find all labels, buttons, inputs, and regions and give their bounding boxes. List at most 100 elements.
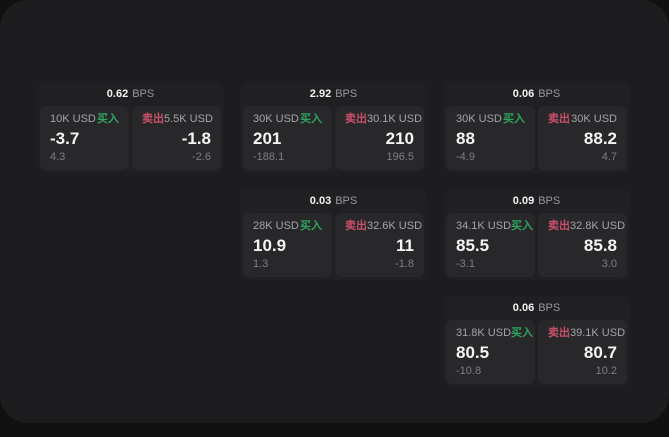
bps-suffix-label: BPS [335, 195, 358, 207]
buy-sub-value: -3.1 [456, 258, 475, 270]
buy-price: 85.5 [456, 236, 490, 255]
card-body: 30K USD 买入 88 -4.9 卖出 30K USD 88.2 4.7 [443, 106, 630, 173]
buy-amount: 34.1K USD [456, 220, 512, 232]
sell-amount: 5.5K USD [164, 113, 213, 125]
bps-value: 0.03 [309, 195, 332, 207]
sell-panel-top-row: 卖出 32.8K USD [548, 220, 625, 233]
sell-side-label: 卖出 [548, 327, 570, 339]
buy-amount: 30K USD [456, 113, 502, 125]
buy-side-label: 买入 [511, 327, 534, 339]
sell-side-label: 卖出 [345, 113, 367, 125]
sell-side-label: 卖出 [548, 113, 570, 125]
bps-value: 0.06 [512, 302, 535, 314]
sell-sub-value: 4.7 [601, 151, 617, 163]
card-header: 2.92 BPS [240, 82, 427, 106]
card-body: 10K USD 买入 -3.7 4.3 卖出 5.5K USD -1.8 -2.… [37, 106, 224, 173]
buy-side-label: 买入 [97, 113, 119, 125]
buy-amount: 31.8K USD [456, 327, 512, 339]
sell-price: 11 [396, 236, 414, 255]
sell-price: 80.7 [583, 343, 617, 362]
buy-amount: 30K USD [253, 113, 299, 125]
sell-amount: 30.1K USD [367, 113, 423, 125]
sell-amount: 30K USD [571, 113, 617, 125]
buy-panel[interactable]: 31.8K USD 买入 80.5 -10.8 [446, 320, 535, 384]
quote-card[interactable]: 0.09 BPS 34.1K USD 买入 85.5 -3.1 卖出 32.8K… [443, 189, 630, 280]
sell-price: -1.8 [181, 129, 211, 148]
sell-side-label: 卖出 [548, 220, 570, 232]
sell-side-label: 卖出 [345, 220, 367, 232]
bps-suffix-label: BPS [538, 195, 561, 207]
sell-panel[interactable]: 卖出 5.5K USD -1.8 -2.6 [132, 106, 221, 170]
sell-panel-top-row: 卖出 30K USD [548, 113, 617, 126]
sell-price: 85.8 [583, 236, 617, 255]
buy-side-label: 买入 [300, 113, 322, 125]
sell-panel[interactable]: 卖出 32.8K USD 85.8 3.0 [538, 213, 627, 277]
bps-suffix-label: BPS [538, 88, 561, 100]
sell-panel-top-row: 卖出 5.5K USD [142, 113, 213, 126]
bps-value: 2.92 [309, 88, 332, 100]
sell-panel-top-row: 卖出 32.6K USD [345, 220, 422, 233]
card-header: 0.06 BPS [443, 82, 630, 106]
bps-value: 0.09 [512, 195, 535, 207]
buy-panel-top-row: 30K USD 买入 [253, 113, 322, 126]
buy-price: -3.7 [50, 129, 80, 148]
sell-sub-value: 10.2 [595, 365, 617, 377]
quote-card[interactable]: 0.06 BPS 30K USD 买入 88 -4.9 卖出 30K USD 8… [443, 82, 630, 173]
buy-sub-value: -188.1 [253, 151, 285, 163]
sell-sub-value: 3.0 [601, 258, 617, 270]
buy-panel[interactable]: 10K USD 买入 -3.7 4.3 [40, 106, 129, 170]
sell-price: 210 [385, 129, 414, 148]
sell-panel[interactable]: 卖出 30K USD 88.2 4.7 [538, 106, 627, 170]
bps-suffix-label: BPS [335, 88, 358, 100]
sell-amount: 32.8K USD [570, 220, 626, 232]
sell-panel[interactable]: 卖出 30.1K USD 210 196.5 [335, 106, 424, 170]
sell-panel-top-row: 卖出 30.1K USD [345, 113, 422, 126]
buy-panel[interactable]: 30K USD 买入 88 -4.9 [446, 106, 535, 170]
sell-panel[interactable]: 卖出 39.1K USD 80.7 10.2 [538, 320, 627, 384]
buy-panel[interactable]: 28K USD 买入 10.9 1.3 [243, 213, 332, 277]
buy-price: 80.5 [456, 343, 490, 362]
card-header: 0.03 BPS [240, 189, 427, 213]
quote-card[interactable]: 0.62 BPS 10K USD 买入 -3.7 4.3 卖出 5.5K USD… [37, 82, 224, 173]
buy-amount: 10K USD [50, 113, 96, 125]
buy-panel-top-row: 30K USD 买入 [456, 113, 525, 126]
quote-card[interactable]: 0.03 BPS 28K USD 买入 10.9 1.3 卖出 32.6K US… [240, 189, 427, 280]
buy-panel[interactable]: 30K USD 买入 201 -188.1 [243, 106, 332, 170]
quotes-grid: 0.62 BPS 10K USD 买入 -3.7 4.3 卖出 5.5K USD… [37, 82, 630, 387]
card-body: 34.1K USD 买入 85.5 -3.1 卖出 32.8K USD 85.8… [443, 213, 630, 280]
buy-sub-value: 1.3 [253, 258, 269, 270]
buy-panel-top-row: 34.1K USD 买入 [456, 220, 533, 233]
sell-sub-value: 196.5 [386, 151, 414, 163]
quote-card[interactable]: 0.06 BPS 31.8K USD 买入 80.5 -10.8 卖出 39.1… [443, 296, 630, 387]
bps-suffix-label: BPS [132, 88, 155, 100]
sell-panel-top-row: 卖出 39.1K USD [548, 327, 625, 340]
card-header: 0.62 BPS [37, 82, 224, 106]
sell-panel[interactable]: 卖出 32.6K USD 11 -1.8 [335, 213, 424, 277]
buy-panel-top-row: 10K USD 买入 [50, 113, 119, 126]
buy-sub-value: -10.8 [456, 365, 482, 377]
buy-side-label: 买入 [503, 113, 525, 125]
card-header: 0.06 BPS [443, 296, 630, 320]
bps-value: 0.06 [512, 88, 535, 100]
bps-value: 0.62 [106, 88, 129, 100]
buy-sub-value: 4.3 [50, 151, 66, 163]
buy-panel-top-row: 31.8K USD 买入 [456, 327, 533, 340]
buy-price: 10.9 [253, 236, 287, 255]
sell-amount: 39.1K USD [570, 327, 626, 339]
card-header: 0.09 BPS [443, 189, 630, 213]
card-body: 28K USD 买入 10.9 1.3 卖出 32.6K USD 11 -1.8 [240, 213, 427, 280]
buy-side-label: 买入 [300, 220, 322, 232]
quote-card[interactable]: 2.92 BPS 30K USD 买入 201 -188.1 卖出 30.1K … [240, 82, 427, 173]
buy-sub-value: -4.9 [456, 151, 475, 163]
buy-price: 201 [253, 129, 282, 148]
buy-amount: 28K USD [253, 220, 299, 232]
buy-panel[interactable]: 34.1K USD 买入 85.5 -3.1 [446, 213, 535, 277]
buy-panel-top-row: 28K USD 买入 [253, 220, 322, 233]
sell-price: 88.2 [583, 129, 617, 148]
card-body: 31.8K USD 买入 80.5 -10.8 卖出 39.1K USD 80.… [443, 320, 630, 387]
sell-amount: 32.6K USD [367, 220, 423, 232]
sell-sub-value: -2.6 [192, 151, 211, 163]
bps-suffix-label: BPS [538, 302, 561, 314]
card-body: 30K USD 买入 201 -188.1 卖出 30.1K USD 210 1… [240, 106, 427, 173]
buy-side-label: 买入 [511, 220, 534, 232]
